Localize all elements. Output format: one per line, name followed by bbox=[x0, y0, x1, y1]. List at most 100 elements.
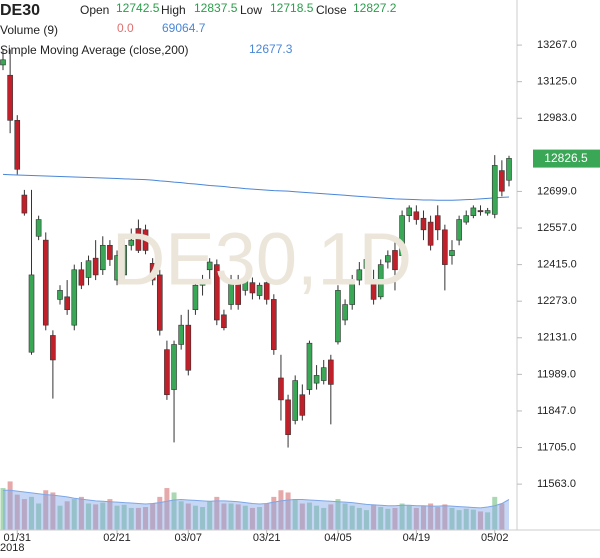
candle-body bbox=[413, 211, 420, 220]
candle-body bbox=[78, 269, 85, 286]
candle-body bbox=[434, 215, 441, 231]
header-value: 12718.5 bbox=[270, 1, 314, 15]
candle-body bbox=[21, 194, 28, 214]
volume-bar bbox=[0, 488, 6, 530]
header-value: 12742.5 bbox=[116, 1, 160, 15]
candle-body bbox=[370, 279, 377, 300]
volume-bar bbox=[7, 481, 13, 530]
candle-body bbox=[135, 228, 142, 251]
volume-bar bbox=[242, 505, 248, 530]
volume-bar bbox=[86, 503, 92, 530]
volume-bar bbox=[21, 499, 27, 530]
candle-body bbox=[156, 274, 163, 331]
y-tick-label: 13267.0 bbox=[537, 39, 577, 51]
candle-body bbox=[235, 279, 241, 305]
volume-bar bbox=[342, 503, 348, 530]
x-tick-label: 02/21 bbox=[103, 532, 131, 544]
candle-body bbox=[506, 158, 512, 181]
volume-bar bbox=[107, 499, 113, 530]
volume-bar bbox=[349, 505, 355, 530]
volume-bar bbox=[392, 507, 398, 530]
volume-bar bbox=[249, 507, 255, 530]
volume-bar bbox=[449, 507, 455, 530]
x-tick-label: 04/05 bbox=[324, 532, 352, 544]
plot-area bbox=[0, 49, 512, 530]
volume-bar bbox=[135, 507, 141, 530]
candle-body bbox=[14, 120, 21, 170]
candle-body bbox=[285, 399, 291, 435]
candle-body bbox=[491, 165, 498, 215]
volume-bar bbox=[456, 510, 462, 530]
candle-body bbox=[377, 264, 384, 298]
volume-bar bbox=[50, 492, 56, 530]
volume-bar bbox=[178, 501, 184, 530]
candle-body bbox=[64, 296, 70, 311]
volume-bar bbox=[207, 501, 213, 530]
candle-body bbox=[392, 250, 398, 271]
volume-bar bbox=[64, 501, 70, 530]
header-value: 12837.5 bbox=[194, 1, 238, 15]
volume-bar bbox=[121, 504, 127, 530]
candle-body bbox=[342, 304, 348, 321]
header-label: Low bbox=[240, 3, 262, 17]
candle-body bbox=[214, 264, 220, 321]
y-tick-label: 11563.0 bbox=[537, 478, 576, 490]
candle-body bbox=[242, 279, 249, 291]
volume-bar bbox=[385, 508, 391, 530]
y-tick-label: 11989.0 bbox=[537, 368, 576, 380]
candle-body bbox=[292, 380, 298, 421]
x-tick-label: 03/21 bbox=[253, 532, 281, 544]
candle-body bbox=[221, 314, 227, 329]
candle-body bbox=[349, 279, 356, 305]
year-label: 2018 bbox=[0, 542, 24, 554]
volume-bar bbox=[14, 494, 20, 530]
candle-body bbox=[328, 359, 334, 385]
candle-body bbox=[171, 344, 177, 390]
header-label: High bbox=[161, 3, 186, 17]
volume-bar bbox=[285, 492, 291, 530]
candle-body bbox=[463, 215, 470, 223]
volume-bar bbox=[328, 504, 334, 530]
candle-body bbox=[107, 244, 113, 260]
candle-body bbox=[57, 290, 63, 300]
volume-bar bbox=[485, 512, 491, 530]
volume-bar bbox=[171, 492, 177, 530]
volume-bar bbox=[200, 507, 206, 530]
candle-body bbox=[299, 394, 306, 416]
volume-bar bbox=[78, 496, 84, 530]
volume-bar bbox=[235, 504, 241, 530]
price-label: 12826.5 bbox=[544, 151, 588, 165]
sma-value: 12677.3 bbox=[249, 42, 293, 56]
volume-bar bbox=[157, 496, 163, 530]
candle-body bbox=[256, 284, 263, 296]
candle-body bbox=[363, 259, 370, 269]
volume-bar bbox=[442, 504, 448, 530]
volume-bar bbox=[257, 507, 263, 530]
candle-body bbox=[114, 255, 120, 281]
header-value: 12827.2 bbox=[353, 1, 397, 15]
volume-bar bbox=[114, 505, 120, 530]
volume-bar bbox=[378, 507, 384, 530]
volume-bar bbox=[299, 503, 305, 530]
candle-body bbox=[470, 207, 477, 216]
candle-body bbox=[178, 324, 184, 345]
volume-bar bbox=[264, 503, 270, 530]
candle-body bbox=[0, 59, 6, 66]
y-tick-label: 11847.0 bbox=[537, 405, 576, 417]
x-tick-label: 04/19 bbox=[403, 532, 431, 544]
candle-body bbox=[499, 170, 505, 192]
candle-body bbox=[278, 377, 284, 401]
candle-body bbox=[142, 229, 149, 251]
volume-bar bbox=[335, 499, 341, 530]
candle-body bbox=[42, 239, 49, 326]
volume-bar bbox=[371, 504, 377, 530]
volume-bar bbox=[413, 507, 419, 530]
candle-body bbox=[385, 255, 391, 263]
volume-bar bbox=[271, 496, 277, 530]
volume-bar bbox=[314, 505, 320, 530]
volume-bar bbox=[406, 505, 412, 530]
volume-bar bbox=[221, 503, 227, 530]
candle-body bbox=[320, 367, 327, 381]
volume-bar bbox=[306, 502, 312, 530]
